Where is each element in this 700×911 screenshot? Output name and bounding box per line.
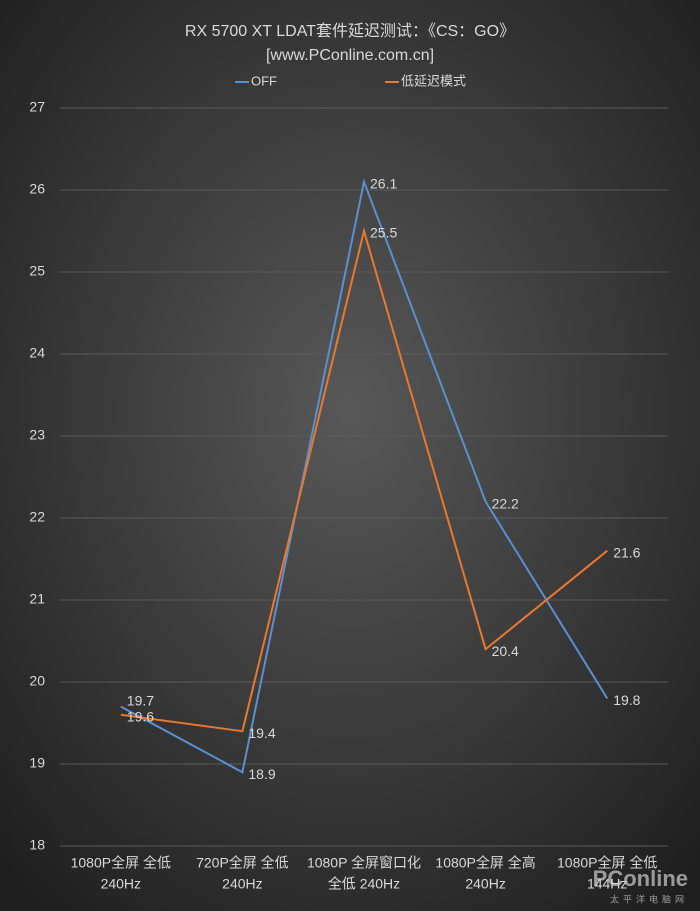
data-label: 19.6: [127, 709, 154, 725]
chart-title: RX 5700 XT LDAT套件延迟测试：《CS：GO》: [185, 22, 515, 40]
line: [120, 227, 608, 733]
y-tick-label: 26: [29, 181, 45, 197]
x-tick-label: 720P全屏 全低: [196, 855, 289, 871]
x-tick-label: 1080P 全屏窗口化: [307, 855, 421, 871]
legend: OFF 低延迟模式: [235, 73, 466, 88]
legend-label: OFF: [251, 73, 277, 88]
x-tick-label: 1080P全屏 全低: [71, 855, 171, 871]
data-label: 26.1: [370, 176, 397, 192]
y-tick-label: 18: [29, 837, 45, 853]
y-tick-label: 19: [29, 755, 45, 771]
data-label: 25.5: [370, 225, 397, 241]
data-label: 19.4: [248, 725, 275, 741]
data-label: 19.7: [127, 692, 154, 708]
data-label: 22.2: [492, 495, 519, 511]
x-tick-label: 144Hz: [587, 876, 627, 892]
x-tick-label: 1080P全屏 全低: [557, 855, 657, 871]
y-tick-label: 27: [29, 99, 45, 115]
x-tick-label: 240Hz: [101, 876, 141, 892]
data-label: 20.4: [492, 643, 519, 659]
y-tick-label: 23: [29, 427, 45, 443]
watermark-sub: 太平洋电脑网: [610, 893, 688, 904]
x-tick-label: 240Hz: [465, 876, 505, 892]
data-label: 19.8: [613, 692, 640, 708]
y-tick-label: 25: [29, 263, 45, 279]
x-tick-label: 全低 240Hz: [328, 876, 400, 892]
y-tick-label: 24: [29, 345, 45, 361]
line: [120, 178, 609, 774]
chart-subtitle: [www.PConline.com.cn]: [266, 47, 434, 64]
x-tick-label: 1080P全屏 全高: [435, 855, 535, 871]
y-tick-label: 21: [29, 591, 45, 607]
y-tick-label: 22: [29, 509, 45, 525]
legend-label: 低延迟模式: [401, 73, 466, 88]
y-tick-label: 20: [29, 673, 45, 689]
data-label: 21.6: [613, 545, 640, 561]
x-tick-label: 240Hz: [222, 876, 262, 892]
data-label: 18.9: [248, 766, 275, 782]
watermark: PConline: [593, 866, 688, 891]
